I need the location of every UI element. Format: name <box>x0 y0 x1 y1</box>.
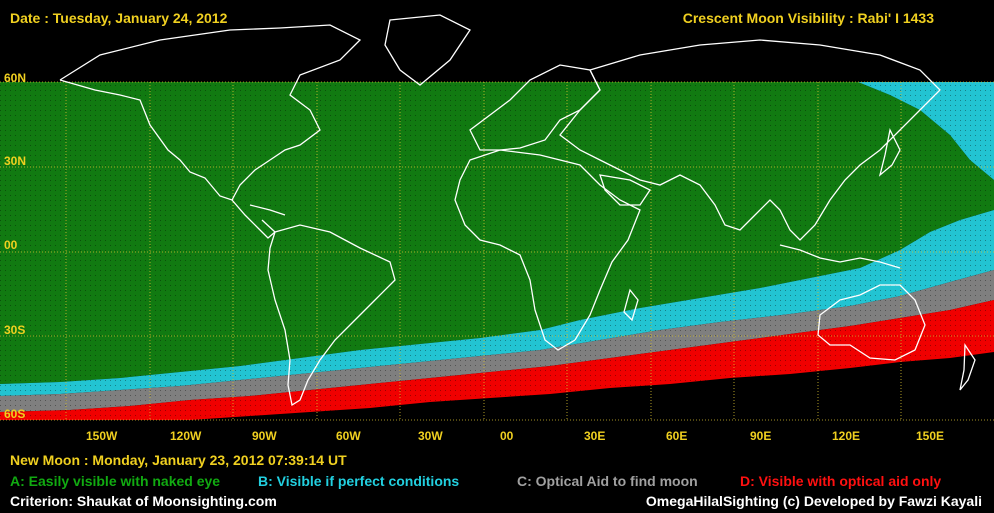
new-moon-time: New Moon : Monday, January 23, 2012 07:3… <box>10 452 347 468</box>
greenland-outline <box>384 14 471 86</box>
credit-text: OmegaHilalSighting (c) Developed by Fawz… <box>645 493 982 509</box>
legend-zone-b: B: Visible if perfect conditions <box>258 473 460 489</box>
coastlines <box>59 14 976 407</box>
north-america-outline <box>59 24 362 201</box>
lat-label-equator: 00 <box>4 238 18 252</box>
japan-outline <box>878 128 901 177</box>
lon-label-90e: 90E <box>750 429 772 443</box>
asia-outline <box>559 39 941 241</box>
lon-label-120w: 120W <box>170 429 202 443</box>
lon-label-00: 00 <box>500 429 514 443</box>
legend-zone-a: A: Easily visible with naked eye <box>10 473 221 489</box>
map-date: Date : Tuesday, January 24, 2012 <box>10 10 228 26</box>
lat-label-60s: 60S <box>4 407 26 421</box>
lon-label-120e: 120E <box>832 429 861 443</box>
criterion-text: Criterion: Shaukat of Moonsighting.com <box>10 493 277 509</box>
central-america-outline <box>231 199 276 239</box>
map-title: Crescent Moon Visibility : Rabi' I 1433 <box>682 10 934 26</box>
dot-texture <box>0 82 994 420</box>
lon-label-60w: 60W <box>336 429 361 443</box>
map-grid <box>0 81 994 421</box>
legend-zone-c: C: Optical Aid to find moon <box>517 473 698 489</box>
lon-label-30e: 30E <box>584 429 606 443</box>
lon-label-150w: 150W <box>86 429 118 443</box>
australia-outline <box>817 284 926 361</box>
lat-label-30s: 30S <box>4 323 26 337</box>
arabia-outline <box>599 174 651 206</box>
new-zealand-outline <box>959 342 976 391</box>
south-america-outline <box>267 224 396 407</box>
madagascar-outline <box>623 288 639 322</box>
caribbean-outline <box>249 204 286 216</box>
lon-label-30w: 30W <box>418 429 443 443</box>
lon-label-60e: 60E <box>666 429 688 443</box>
lat-label-30n: 30N <box>4 154 27 168</box>
africa-outline <box>454 149 641 351</box>
lon-label-150e: 150E <box>916 429 945 443</box>
indonesia-outline <box>779 244 901 269</box>
legend-zone-d: D: Visible with optical aid only <box>740 473 942 489</box>
lon-label-90w: 90W <box>252 429 277 443</box>
lat-label-60n: 60N <box>4 71 27 85</box>
